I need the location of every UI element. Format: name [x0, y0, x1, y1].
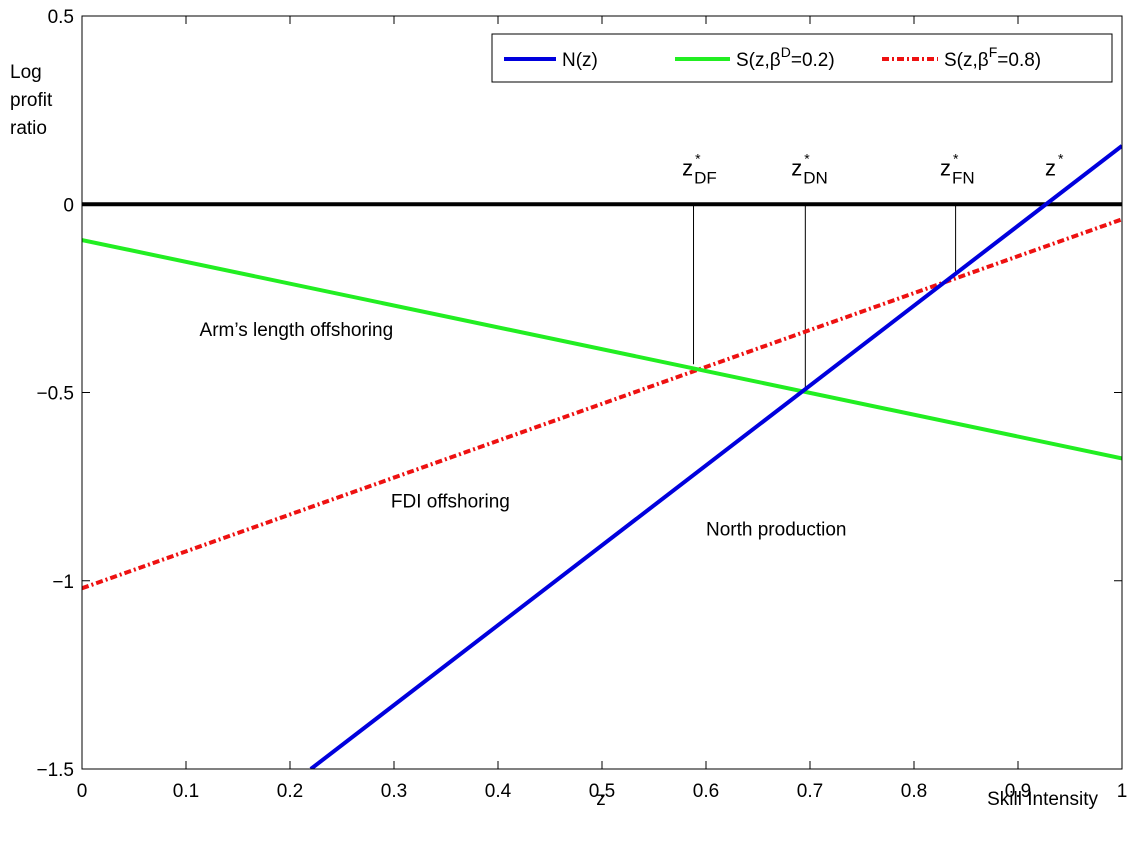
- axes-box: [81, 15, 1123, 770]
- legend-label-1: S(z,βD=0.2): [736, 44, 835, 71]
- annotation-1: FDI offshoring: [391, 491, 510, 512]
- y-tick-label-3: 0: [63, 195, 74, 216]
- annotation-0: Arm’s length offshoring: [200, 320, 394, 341]
- legend-label-2: S(z,βF=0.8): [944, 44, 1041, 71]
- x-tick-label-5: 0.5: [589, 781, 615, 802]
- y-axis-label-line-0: Log: [10, 62, 42, 83]
- x-tick-label-9: 0.9: [1005, 781, 1031, 802]
- x-tick-label-3: 0.3: [381, 781, 407, 802]
- y-tick-label-0: −1.5: [36, 760, 74, 781]
- cutoff-label-2: z: [940, 155, 951, 180]
- y-tick-label-2: −0.5: [36, 384, 74, 405]
- cutoff-label-sub-1: DN: [803, 168, 828, 187]
- x-tick-label-7: 0.7: [797, 781, 823, 802]
- cutoff-label-sup-2: *: [953, 150, 959, 166]
- legend-box: [491, 33, 1113, 83]
- cutoff-label-3: z: [1045, 155, 1056, 180]
- y-axis-label: Log profit ratio: [10, 62, 53, 139]
- x-tick-label-0: 0: [77, 781, 88, 802]
- cutoff-label-sub-0: DF: [694, 168, 717, 187]
- cutoff-label-sub-2: FN: [952, 168, 975, 187]
- cutoff-label-sup-3: *: [1058, 150, 1064, 166]
- axes: 0 0.1 0.2 0.3 0.4 0.5 0.6 0.7 0.8 0.9 1 −1.5 −1 −0.5 0…: [10, 7, 1127, 810]
- series-line-1: [82, 238, 1122, 461]
- x-axis-label-right: Skill Intensity: [987, 789, 1098, 810]
- x-tick-label-2: 0.2: [277, 781, 303, 802]
- y-axis-label-line-2: ratio: [10, 118, 47, 139]
- legend: N(z) S(z,βD=0.2) S(z,βF=0.8): [491, 33, 1113, 83]
- x-tick-label-6: 0.6: [693, 781, 719, 802]
- x-axis-label: z: [596, 789, 606, 810]
- x-tick-label-8: 0.8: [901, 781, 927, 802]
- y-tick-label-1: −1: [52, 572, 74, 593]
- annotation-2: North production: [706, 520, 846, 541]
- x-tick-label-1: 0.1: [173, 781, 199, 802]
- y-axis-label-line-1: profit: [10, 90, 53, 111]
- cutoff-label-1: z: [791, 155, 802, 180]
- x-tick-label-4: 0.4: [485, 781, 512, 802]
- legend-label-0: N(z): [562, 50, 598, 71]
- plot-area: Arm’s length offshoring FDI offshoring Nor…: [82, 144, 1122, 769]
- cutoff-label-sup-1: *: [804, 150, 810, 166]
- y-tick-label-4: 0.5: [48, 7, 74, 28]
- series-line-0: [309, 144, 1122, 769]
- cutoff-label-sup-0: *: [695, 150, 701, 166]
- plot-clip-group: [82, 144, 1122, 769]
- x-tick-label-10: 1: [1117, 781, 1128, 802]
- cutoff-label-0: z: [682, 155, 693, 180]
